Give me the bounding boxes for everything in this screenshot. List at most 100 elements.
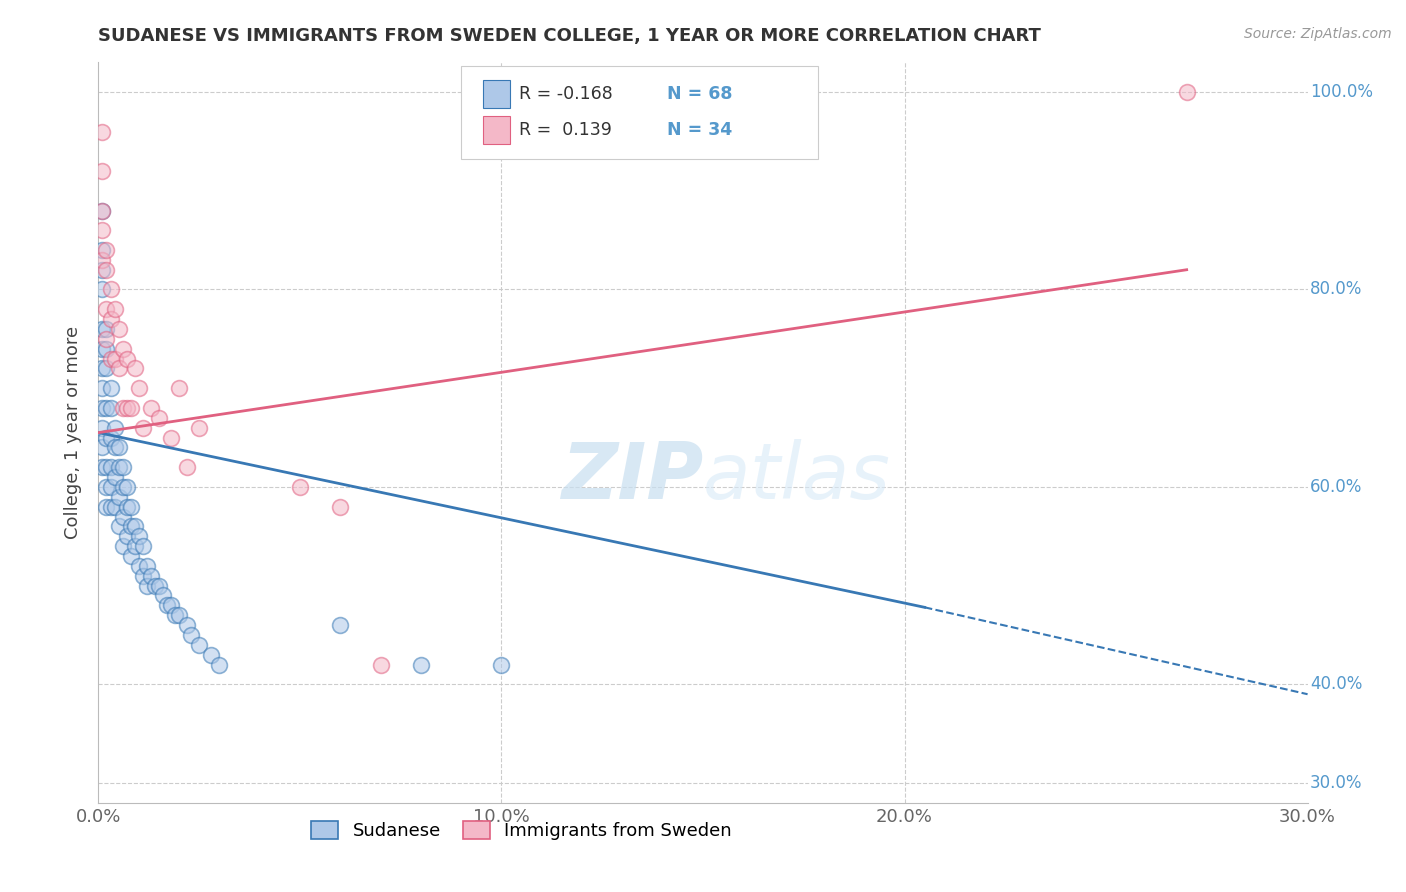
Point — [111, 401, 134, 415]
Point — [115, 351, 138, 366]
Bar — [482, 80, 509, 108]
Point — [96, 302, 118, 317]
Point — [100, 381, 122, 395]
Text: R = -0.168: R = -0.168 — [519, 86, 613, 103]
Point — [96, 431, 118, 445]
Point — [132, 420, 155, 434]
Text: N = 34: N = 34 — [666, 120, 733, 139]
Point — [103, 470, 125, 484]
Point — [91, 283, 114, 297]
Text: N = 68: N = 68 — [666, 86, 733, 103]
Text: 60.0%: 60.0% — [1310, 478, 1362, 496]
Point — [107, 441, 129, 455]
Point — [124, 519, 146, 533]
Text: ZIP: ZIP — [561, 439, 703, 515]
Point — [91, 460, 114, 475]
Point — [160, 599, 183, 613]
Point — [135, 579, 157, 593]
Point — [329, 618, 352, 632]
Text: 80.0%: 80.0% — [1310, 280, 1362, 299]
Point — [91, 342, 114, 356]
Point — [115, 401, 138, 415]
Point — [96, 332, 118, 346]
Point — [128, 529, 150, 543]
Point — [91, 223, 114, 237]
Point — [91, 164, 114, 178]
Point — [91, 381, 114, 395]
Point — [91, 243, 114, 257]
Point — [91, 252, 114, 267]
FancyBboxPatch shape — [461, 66, 818, 159]
Text: 100.0%: 100.0% — [1310, 83, 1374, 101]
Point — [100, 431, 122, 445]
Point — [100, 351, 122, 366]
Point — [100, 283, 122, 297]
Point — [135, 558, 157, 573]
Text: atlas: atlas — [703, 439, 891, 515]
Point — [107, 460, 129, 475]
Point — [120, 519, 142, 533]
Point — [115, 500, 138, 514]
Text: Source: ZipAtlas.com: Source: ZipAtlas.com — [1244, 27, 1392, 41]
Point — [115, 480, 138, 494]
Point — [160, 431, 183, 445]
Point — [96, 342, 118, 356]
Bar — [482, 116, 509, 144]
Point — [100, 460, 122, 475]
Point — [148, 579, 170, 593]
Point — [167, 608, 190, 623]
Point — [1175, 85, 1198, 99]
Point — [409, 657, 432, 672]
Point — [91, 262, 114, 277]
Point — [91, 361, 114, 376]
Point — [176, 460, 198, 475]
Point — [107, 322, 129, 336]
Point — [111, 509, 134, 524]
Point — [188, 638, 211, 652]
Point — [139, 401, 162, 415]
Point — [132, 568, 155, 582]
Point — [96, 480, 118, 494]
Point — [96, 262, 118, 277]
Text: 30.0%: 30.0% — [1310, 774, 1362, 792]
Point — [148, 410, 170, 425]
Point — [96, 361, 118, 376]
Point — [143, 579, 166, 593]
Point — [107, 490, 129, 504]
Text: R =  0.139: R = 0.139 — [519, 120, 612, 139]
Point — [100, 500, 122, 514]
Point — [128, 558, 150, 573]
Point — [152, 589, 174, 603]
Point — [288, 480, 311, 494]
Point — [100, 480, 122, 494]
Point — [329, 500, 352, 514]
Point — [100, 401, 122, 415]
Point — [111, 342, 134, 356]
Point — [124, 539, 146, 553]
Point — [128, 381, 150, 395]
Point — [111, 539, 134, 553]
Point — [132, 539, 155, 553]
Point — [91, 124, 114, 138]
Point — [103, 420, 125, 434]
Point — [120, 401, 142, 415]
Point — [176, 618, 198, 632]
Point — [96, 322, 118, 336]
Point — [124, 361, 146, 376]
Point — [188, 420, 211, 434]
Point — [91, 203, 114, 218]
Point — [115, 529, 138, 543]
Point — [103, 351, 125, 366]
Point — [111, 480, 134, 494]
Point — [139, 568, 162, 582]
Point — [200, 648, 222, 662]
Point — [91, 420, 114, 434]
Text: 40.0%: 40.0% — [1310, 675, 1362, 693]
Point — [91, 203, 114, 218]
Point — [103, 302, 125, 317]
Point — [156, 599, 179, 613]
Point — [163, 608, 186, 623]
Point — [91, 322, 114, 336]
Point — [107, 361, 129, 376]
Point — [103, 500, 125, 514]
